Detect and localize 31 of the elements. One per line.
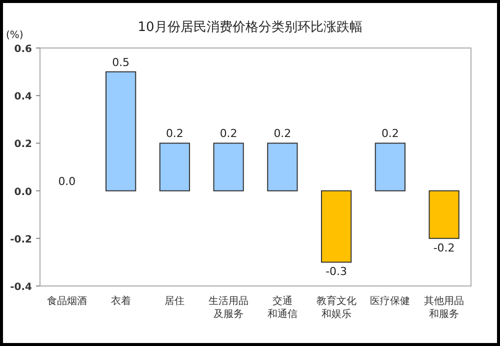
bar [428,190,460,239]
title: 10月份居民消费价格分类别环比涨跌幅 [138,20,362,35]
data-label: 0.2 [220,127,238,140]
ylabel: (%) [6,30,24,41]
bar [159,142,190,192]
y-tick-label: 0.0 [14,186,32,198]
bar [374,142,406,192]
data-label: -0.2 [433,241,455,254]
bar [267,142,298,192]
x-tick-label: 医疗保健 [370,295,410,307]
x-tick-label: 生活用品及服务 [208,295,249,320]
data-label: 0.2 [381,127,399,140]
bar [213,142,244,192]
y-tick-label: -0.4 [10,282,32,293]
x-tick-label: 教育文化和娱乐 [316,295,356,320]
data-label: 0.2 [274,127,292,140]
bar [320,190,352,263]
data-label: 0.2 [166,127,184,140]
y-tick-label: 0.6 [14,44,32,55]
bar [105,71,136,192]
y-tick-label: 0.4 [14,92,32,103]
data-label: 0.0 [58,174,76,188]
x-tick-label: 其他用品和服务 [424,295,464,320]
y-tick-label: -0.2 [10,234,32,246]
x-tick-label: 衣着 [110,295,131,307]
x-tick-label: 交通和通信 [267,295,298,320]
x-tick-label: 食品烟酒 [46,295,87,307]
y-tick-label: 0.2 [14,139,32,150]
data-label: -0.3 [326,265,348,278]
x-tick-label: 居住 [164,296,185,307]
data-label: 0.5 [112,56,130,69]
